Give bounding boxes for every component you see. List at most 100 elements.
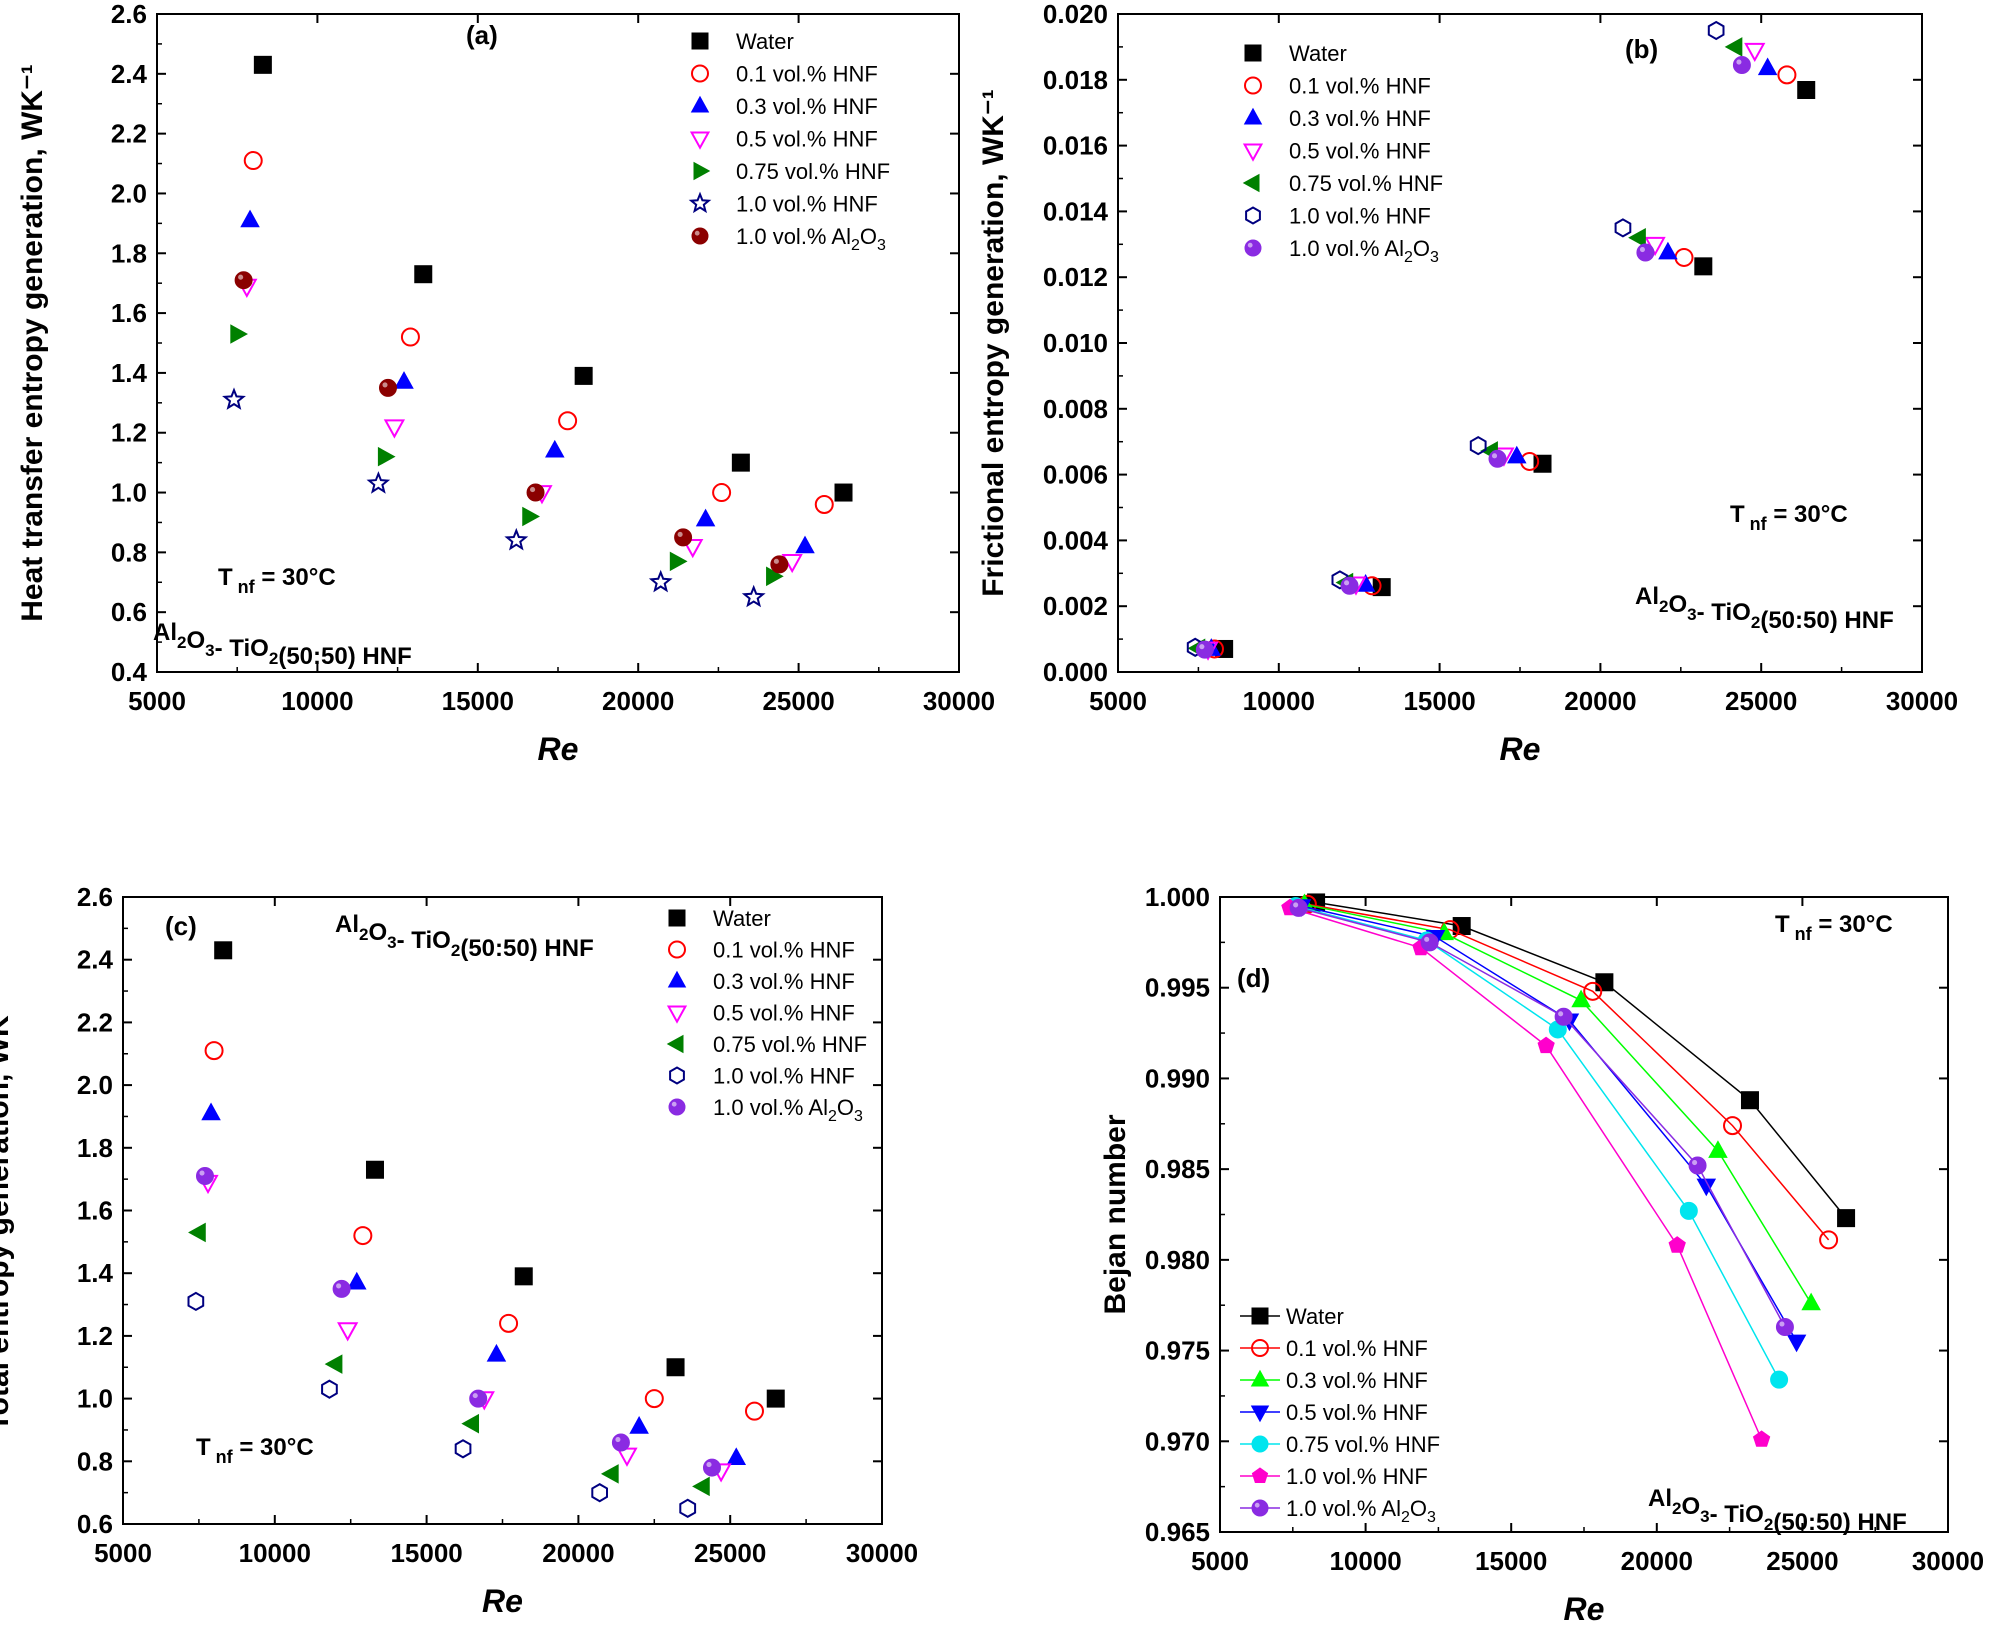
data-point [187, 1291, 205, 1312]
material-annotation: Al2O3- TiO2(50:50) HNF [335, 911, 594, 962]
data-point [469, 1389, 488, 1408]
y-axis-label: Heat transfer entropy generation, WK⁻¹ [16, 64, 49, 622]
marker-highlight [677, 531, 683, 537]
chart-panel-c: 5000 10000 15000 20000 25000 30000 0.6 0.8 1.0 1.… [0, 882, 918, 1619]
legend-marker [1251, 1467, 1269, 1483]
marker-highlight [1736, 59, 1742, 65]
legend-marker [1251, 1499, 1269, 1517]
panel-label: (b) [1625, 34, 1658, 64]
x-axis-label: Re [1500, 731, 1541, 767]
data-point [188, 1222, 206, 1243]
marker-highlight [1779, 1321, 1785, 1327]
data-point [629, 1416, 649, 1434]
data-point [214, 941, 233, 960]
legend-marker [1242, 143, 1264, 162]
data-point [230, 324, 249, 344]
data-point [766, 1389, 785, 1408]
x-tick-label: 5000 [1089, 686, 1147, 716]
y-tick-label: 0.016 [1043, 131, 1108, 161]
data-point [1801, 1292, 1821, 1311]
data-point [383, 419, 406, 439]
legend-label: 1.0 vol.% Al2O3 [1289, 236, 1439, 266]
data-point [744, 1401, 764, 1421]
data-point [1837, 1209, 1856, 1228]
data-point [461, 1413, 480, 1434]
y-tick-label: 2.6 [111, 0, 147, 29]
chart-panel-d: 5000 10000 15000 20000 25000 30000 0.965 0.970 0… [1099, 882, 1984, 1627]
legend-marker [666, 1005, 688, 1024]
x-axis-label: Re [538, 731, 579, 767]
y-tick-label: 0.002 [1043, 591, 1108, 621]
legend: Water 0.1 vol.% HNF 0.3 vol.% HNF 0.5 vol.%… [1240, 1304, 1440, 1526]
y-tick-label: 2.6 [77, 882, 113, 912]
y-tick-label: 0.985 [1145, 1154, 1210, 1184]
data-point [522, 506, 540, 527]
data-point [1707, 20, 1725, 41]
marker-highlight [1293, 902, 1299, 908]
series-2 [201, 1102, 747, 1466]
x-tick-label: 20000 [1564, 686, 1636, 716]
legend-label: 0.5 vol.% HNF [1286, 1400, 1428, 1425]
data-point [486, 1343, 507, 1362]
data-point [504, 527, 529, 551]
series-line [1307, 903, 1830, 1241]
legend-marker [693, 161, 711, 181]
data-point [1786, 1334, 1807, 1353]
data-point [1819, 1230, 1839, 1250]
data-point [674, 528, 693, 547]
data-point [1583, 981, 1603, 1001]
data-point [679, 1498, 697, 1518]
y-tick-label: 1.8 [111, 238, 147, 268]
marker-highlight [1558, 1011, 1564, 1017]
data-point [644, 1389, 664, 1409]
legend-marker [668, 909, 686, 927]
data-point [795, 535, 815, 554]
marker-highlight [336, 1283, 342, 1289]
data-point [499, 1313, 519, 1333]
legend-marker [688, 191, 712, 214]
marker-highlight [694, 230, 700, 236]
data-point [611, 1433, 630, 1452]
data-point [1636, 243, 1655, 262]
x-tick-label: 10000 [1329, 1546, 1401, 1576]
legend-marker [1250, 1405, 1270, 1423]
x-tick-label: 25000 [762, 686, 834, 716]
data-point [526, 483, 545, 502]
marker-highlight [1424, 936, 1430, 942]
y-tick-label: 0.018 [1043, 65, 1108, 95]
legend-marker [1251, 1339, 1269, 1357]
legend-label: 0.1 vol.% HNF [736, 62, 878, 87]
y-tick-label: 0.995 [1145, 973, 1210, 1003]
y-axis-label: Bejan number [1099, 1114, 1132, 1314]
data-point [1708, 1140, 1728, 1158]
y-tick-label: 2.4 [111, 59, 148, 89]
data-point [365, 1160, 384, 1179]
marker-highlight [773, 558, 779, 564]
data-point [240, 209, 260, 228]
data-point [692, 1476, 710, 1497]
x-tick-label: 10000 [239, 1538, 311, 1568]
legend-label: 0.5 vol.% HNF [736, 127, 878, 152]
y-tick-label: 0.020 [1043, 0, 1108, 29]
y-tick-label: 0.6 [111, 597, 147, 627]
data-point [195, 1167, 214, 1186]
data-point [1537, 1036, 1555, 1054]
material-annotation: Al2O3- TiO2(50:50) HNF [153, 619, 412, 670]
legend-marker [1244, 44, 1262, 62]
legend-marker [1242, 173, 1260, 193]
data-point [1289, 898, 1308, 917]
material-annotation: Al2O3- TiO2(50:50) HNF [1635, 583, 1894, 634]
chart-panel-a: 5000 10000 15000 20000 25000 30000 0.4 0.6 0.8 1.… [16, 0, 995, 767]
marker-highlight [472, 1393, 478, 1399]
y-tick-label: 0.990 [1145, 1063, 1210, 1093]
legend-label: Water [713, 906, 771, 931]
data-point [454, 1439, 472, 1459]
legend-marker [1244, 76, 1262, 95]
y-tick-label: 0.014 [1043, 196, 1109, 226]
panel-label: (a) [466, 20, 498, 50]
chart-panel-b: 5000 10000 15000 20000 25000 30000 0.000 0.002 0… [977, 0, 1958, 767]
x-tick-label: 30000 [923, 686, 995, 716]
series-5 [222, 387, 766, 608]
data-point [337, 1322, 359, 1342]
